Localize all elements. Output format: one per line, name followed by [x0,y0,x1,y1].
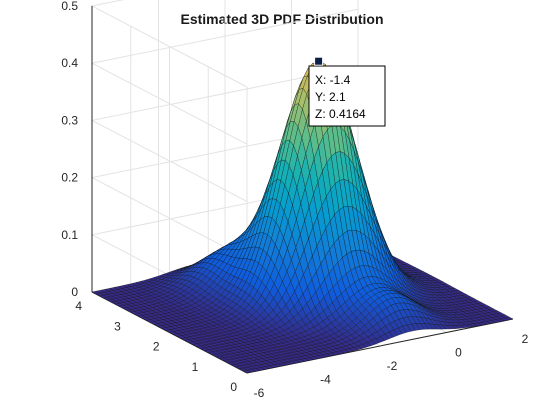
x-tick-label: -6 [254,386,265,400]
peak-marker[interactable] [314,56,324,66]
data-tip[interactable]: X: -1.4 Y: 2.1 Z: 0.4164 [308,56,386,127]
data-tip-y: Y: 2.1 [315,90,346,104]
y-tick-label: 0 [230,380,237,394]
surface-patch [504,316,514,321]
y-tick-label: 4 [75,299,82,313]
z-tick-label: 0.4 [61,56,78,70]
x-tick-label: 0 [455,346,462,360]
z-tick-label: 0.2 [61,171,78,185]
z-tick-label: 0.5 [61,0,78,13]
y-tick-label: 1 [192,360,199,374]
y-tick-label: 3 [114,319,121,333]
x-tick-label: 2 [522,332,529,346]
chart-title: Estimated 3D PDF Distribution [180,11,383,27]
data-tip-z: Z: 0.4164 [315,107,366,121]
x-tick-label: -2 [387,359,398,373]
z-tick-label: 0.1 [61,228,78,242]
data-tip-x: X: -1.4 [315,73,351,87]
y-tick-label: 2 [153,340,160,354]
z-tick-label: 0 [71,285,78,299]
data-tip-box [308,65,386,127]
pdf-surface[interactable] [91,60,514,374]
x-tick-label: -4 [320,373,331,387]
z-tick-label: 0.3 [61,113,78,127]
